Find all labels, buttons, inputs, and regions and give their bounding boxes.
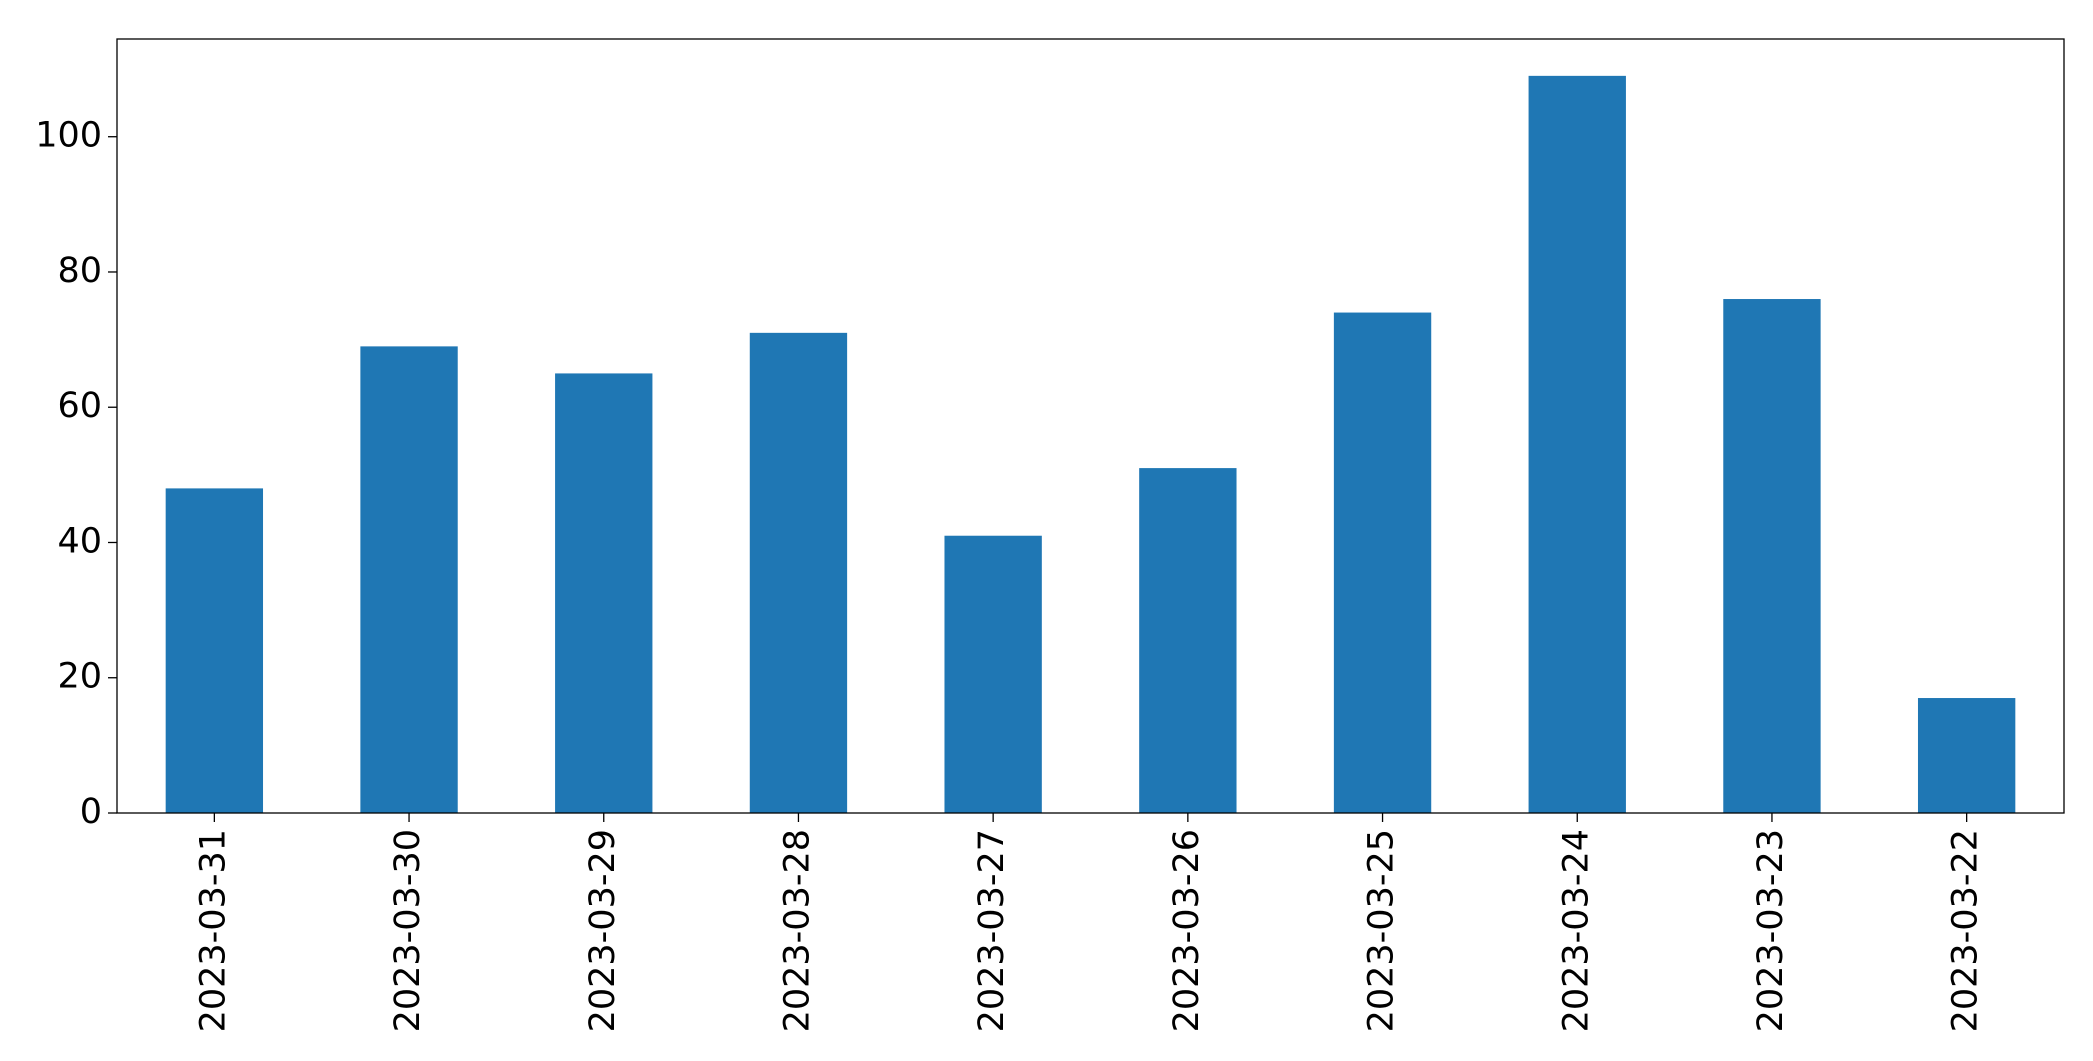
bar <box>1917 698 2016 813</box>
x-tick-label: 2023-03-23 <box>1751 829 1791 1032</box>
x-tick-label: 2023-03-30 <box>388 829 428 1032</box>
x-tick-label: 2023-03-27 <box>972 829 1012 1032</box>
plot-frame <box>116 38 2065 814</box>
bar <box>1139 468 1237 813</box>
x-tick-label: 2023-03-31 <box>193 829 233 1032</box>
x-tick-label: 2023-03-24 <box>1556 829 1596 1032</box>
y-tick-label: 20 <box>57 657 102 697</box>
x-tick-label: 2023-03-25 <box>1362 829 1402 1032</box>
x-tick-label: 2023-03-22 <box>1946 829 1986 1032</box>
x-tick-label: 2023-03-26 <box>1167 829 1207 1032</box>
x-tick-label: 2023-03-28 <box>777 829 817 1032</box>
y-tick-label: 0 <box>80 792 102 832</box>
bar <box>1528 75 1626 814</box>
bar <box>749 332 848 813</box>
x-tick-label: 2023-03-29 <box>583 829 623 1032</box>
bar <box>1333 312 1432 813</box>
bar <box>555 373 653 813</box>
y-tick-label: 80 <box>57 251 102 291</box>
bar <box>944 535 1042 813</box>
bar <box>360 346 458 813</box>
y-tick-label: 40 <box>57 521 102 561</box>
y-tick-label: 100 <box>35 116 102 156</box>
bar <box>1723 299 1821 814</box>
y-tick-label: 60 <box>57 386 102 426</box>
bar <box>165 488 264 813</box>
